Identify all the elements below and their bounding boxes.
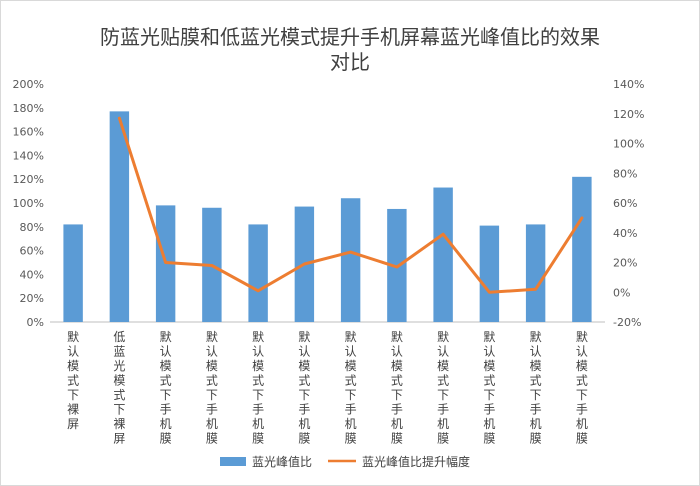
line-path xyxy=(117,116,584,294)
y-right-tick-label: 60% xyxy=(613,197,637,210)
bar xyxy=(572,176,592,322)
category-label: 低蓝光模式下裸屏 xyxy=(113,330,125,446)
category-labels: 默认模式下裸屏 低蓝光模式下裸屏 默认模式下手机膜 默认模式下手机膜 默认模式下手机膜 默… xyxy=(67,329,588,446)
category-label: 默认模式下手机膜 xyxy=(437,329,449,446)
y-right-tick-label: -20% xyxy=(613,316,641,329)
y-right-tick-label: 140% xyxy=(613,78,644,91)
y-left-tick-label: 140% xyxy=(13,149,44,162)
bar xyxy=(525,224,546,322)
y-left-tick-label: 80% xyxy=(20,221,44,234)
category-label: 默认模式下手机膜 xyxy=(530,329,542,446)
category-label: 默认模式下手机膜 xyxy=(298,329,310,446)
category-label: 默认模式下手机膜 xyxy=(576,329,588,446)
bar xyxy=(479,225,500,322)
y-left-tick-label: 60% xyxy=(20,245,44,258)
bar xyxy=(248,224,268,322)
chart-title-line-1: 防蓝光贴膜和低蓝光模式提升手机屏幕蓝光峰值比的效果 xyxy=(100,25,600,49)
category-label: 默认模式下手机膜 xyxy=(391,329,403,446)
bar xyxy=(433,187,453,322)
legend-bar-swatch xyxy=(220,457,246,466)
y-left-tick-label: 200% xyxy=(13,78,44,91)
bar xyxy=(109,111,130,323)
category-label: 默认模式下手机膜 xyxy=(252,329,264,446)
y-left-tick-label: 120% xyxy=(13,173,44,186)
y-left-tick-label: 180% xyxy=(13,102,44,115)
y-right-tick-label: 120% xyxy=(613,108,644,121)
y-right-tick-label: 20% xyxy=(613,257,637,270)
y-right-tick-label: 80% xyxy=(613,167,637,180)
y-left-tick-label: 160% xyxy=(13,126,44,139)
category-label: 默认模式下手机膜 xyxy=(160,329,172,446)
category-label: 默认模式下裸屏 xyxy=(67,329,79,431)
category-label: 默认模式下手机膜 xyxy=(483,329,495,446)
y-left-tick-label: 40% xyxy=(20,268,44,281)
y-right-tick-label: 0% xyxy=(613,286,630,299)
legend: 蓝光峰值比 蓝光峰值比提升幅度 xyxy=(220,454,470,469)
y-left-tick-label: 0% xyxy=(27,316,44,329)
bar xyxy=(340,198,361,322)
legend-bar-label: 蓝光峰值比 xyxy=(252,454,312,469)
category-label: 默认模式下手机膜 xyxy=(345,329,357,446)
bar xyxy=(63,224,83,322)
line-series xyxy=(117,116,584,294)
y-right-tick-label: 100% xyxy=(613,138,644,151)
chart-title-line-2: 对比 xyxy=(330,50,370,74)
legend-line-label: 蓝光峰值比提升幅度 xyxy=(362,454,470,469)
axes-group: 0% 20% 40% 60% 80% 100% 120% 140% 160% 180% 200% -2… xyxy=(13,78,645,329)
y-left-tick-label: 20% xyxy=(20,292,44,305)
y-right-tick-label: 40% xyxy=(613,227,637,240)
y-left-tick-label: 100% xyxy=(13,197,44,210)
category-label: 默认模式下手机膜 xyxy=(206,329,218,446)
